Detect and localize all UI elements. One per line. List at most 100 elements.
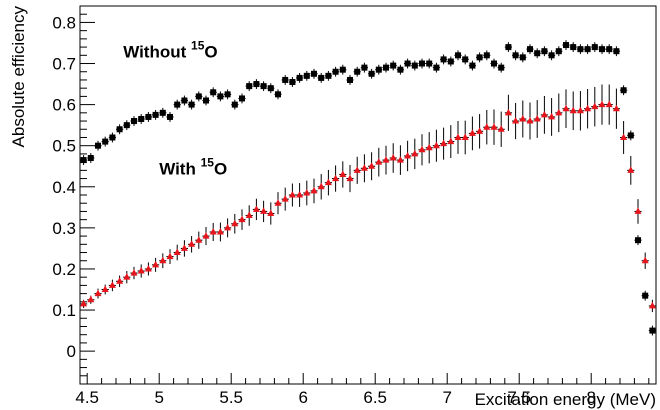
y-tick-label: 0.4 — [52, 178, 76, 197]
data-point — [231, 219, 239, 227]
y-axis-ticks: 0 0.1 0.2 0.3 0.4 0.5 0.6 0.7 0.8 — [52, 5, 95, 377]
data-point — [137, 267, 145, 274]
data-point — [281, 195, 289, 202]
data-point — [642, 292, 649, 299]
data-point — [570, 44, 577, 51]
data-point — [310, 186, 318, 194]
data-point — [548, 52, 555, 59]
data-point — [80, 157, 87, 164]
data-point — [94, 289, 102, 297]
data-point — [454, 133, 462, 140]
y-tick-label: 0.8 — [52, 13, 76, 32]
data-point — [181, 97, 188, 104]
data-point — [584, 104, 592, 112]
data-point — [174, 101, 181, 108]
data-point — [303, 72, 310, 79]
data-point — [123, 122, 130, 129]
data-point — [238, 215, 246, 223]
data-point — [368, 70, 375, 77]
data-point — [159, 109, 166, 116]
x-axis-title: Excitation energy (MeV) — [475, 390, 656, 409]
data-point — [426, 60, 433, 67]
data-point — [101, 285, 109, 292]
data-point — [325, 72, 332, 79]
data-point — [505, 44, 512, 51]
y-tick-label: 0.7 — [52, 55, 76, 74]
data-point — [353, 166, 361, 173]
data-point — [548, 112, 556, 120]
data-point — [469, 62, 476, 69]
x-tick-label: 7.5 — [507, 388, 531, 407]
data-point — [116, 126, 123, 133]
data-point — [209, 227, 217, 235]
data-point — [512, 117, 520, 124]
series-annotation: Without 15O — [123, 38, 217, 61]
plot-frame — [79, 5, 657, 385]
data-point — [476, 127, 484, 134]
data-point — [108, 281, 116, 288]
data-point — [109, 134, 116, 141]
data-point — [339, 66, 346, 73]
data-point — [102, 138, 109, 145]
data-point — [455, 52, 461, 59]
data-point — [87, 155, 94, 162]
data-point — [555, 108, 563, 116]
data-point — [612, 104, 620, 112]
data-point — [267, 209, 275, 216]
data-point — [296, 74, 303, 81]
data-point — [324, 178, 332, 186]
data-point — [354, 68, 361, 75]
data-point — [641, 256, 649, 264]
data-point — [390, 62, 397, 69]
data-point — [591, 102, 599, 110]
data-point — [396, 156, 404, 163]
data-point — [648, 301, 656, 309]
data-point — [210, 89, 217, 96]
data-point — [216, 227, 224, 235]
data-point — [253, 81, 260, 88]
y-tick-label: 0.3 — [52, 219, 76, 238]
data-point — [245, 211, 253, 219]
y-tick-label: 0.1 — [52, 301, 76, 320]
data-point — [195, 236, 203, 243]
data-point — [483, 123, 491, 130]
data-point — [411, 149, 419, 157]
data-point — [418, 145, 426, 153]
data-point — [318, 74, 325, 81]
data-point — [166, 252, 174, 260]
data-point — [397, 66, 404, 73]
data-point — [346, 174, 354, 182]
data-point — [116, 277, 124, 284]
data-point — [411, 62, 418, 69]
data-point — [173, 248, 181, 256]
data-point — [260, 207, 268, 214]
data-point — [80, 299, 88, 307]
x-tick-label: 5.5 — [219, 388, 243, 407]
series-triangle — [80, 84, 656, 313]
data-point — [224, 223, 232, 231]
data-point — [563, 42, 569, 49]
data-point — [627, 166, 635, 173]
x-tick-label: 6 — [298, 388, 307, 407]
data-point — [599, 46, 605, 53]
data-point — [490, 123, 498, 130]
data-point — [87, 295, 95, 303]
data-point — [447, 58, 454, 65]
data-point — [382, 156, 390, 163]
data-point — [252, 205, 260, 212]
data-point — [498, 64, 505, 71]
data-point — [504, 108, 512, 116]
data-point — [131, 118, 137, 125]
data-point — [202, 232, 210, 239]
data-point — [275, 91, 281, 98]
data-point — [534, 50, 541, 57]
data-point — [375, 66, 382, 73]
data-point — [562, 104, 570, 112]
data-point — [188, 101, 195, 108]
data-point — [383, 64, 389, 71]
data-point — [649, 327, 656, 334]
x-tick-label: 8 — [586, 388, 595, 407]
data-point — [419, 60, 425, 67]
axis-frame — [79, 5, 657, 385]
